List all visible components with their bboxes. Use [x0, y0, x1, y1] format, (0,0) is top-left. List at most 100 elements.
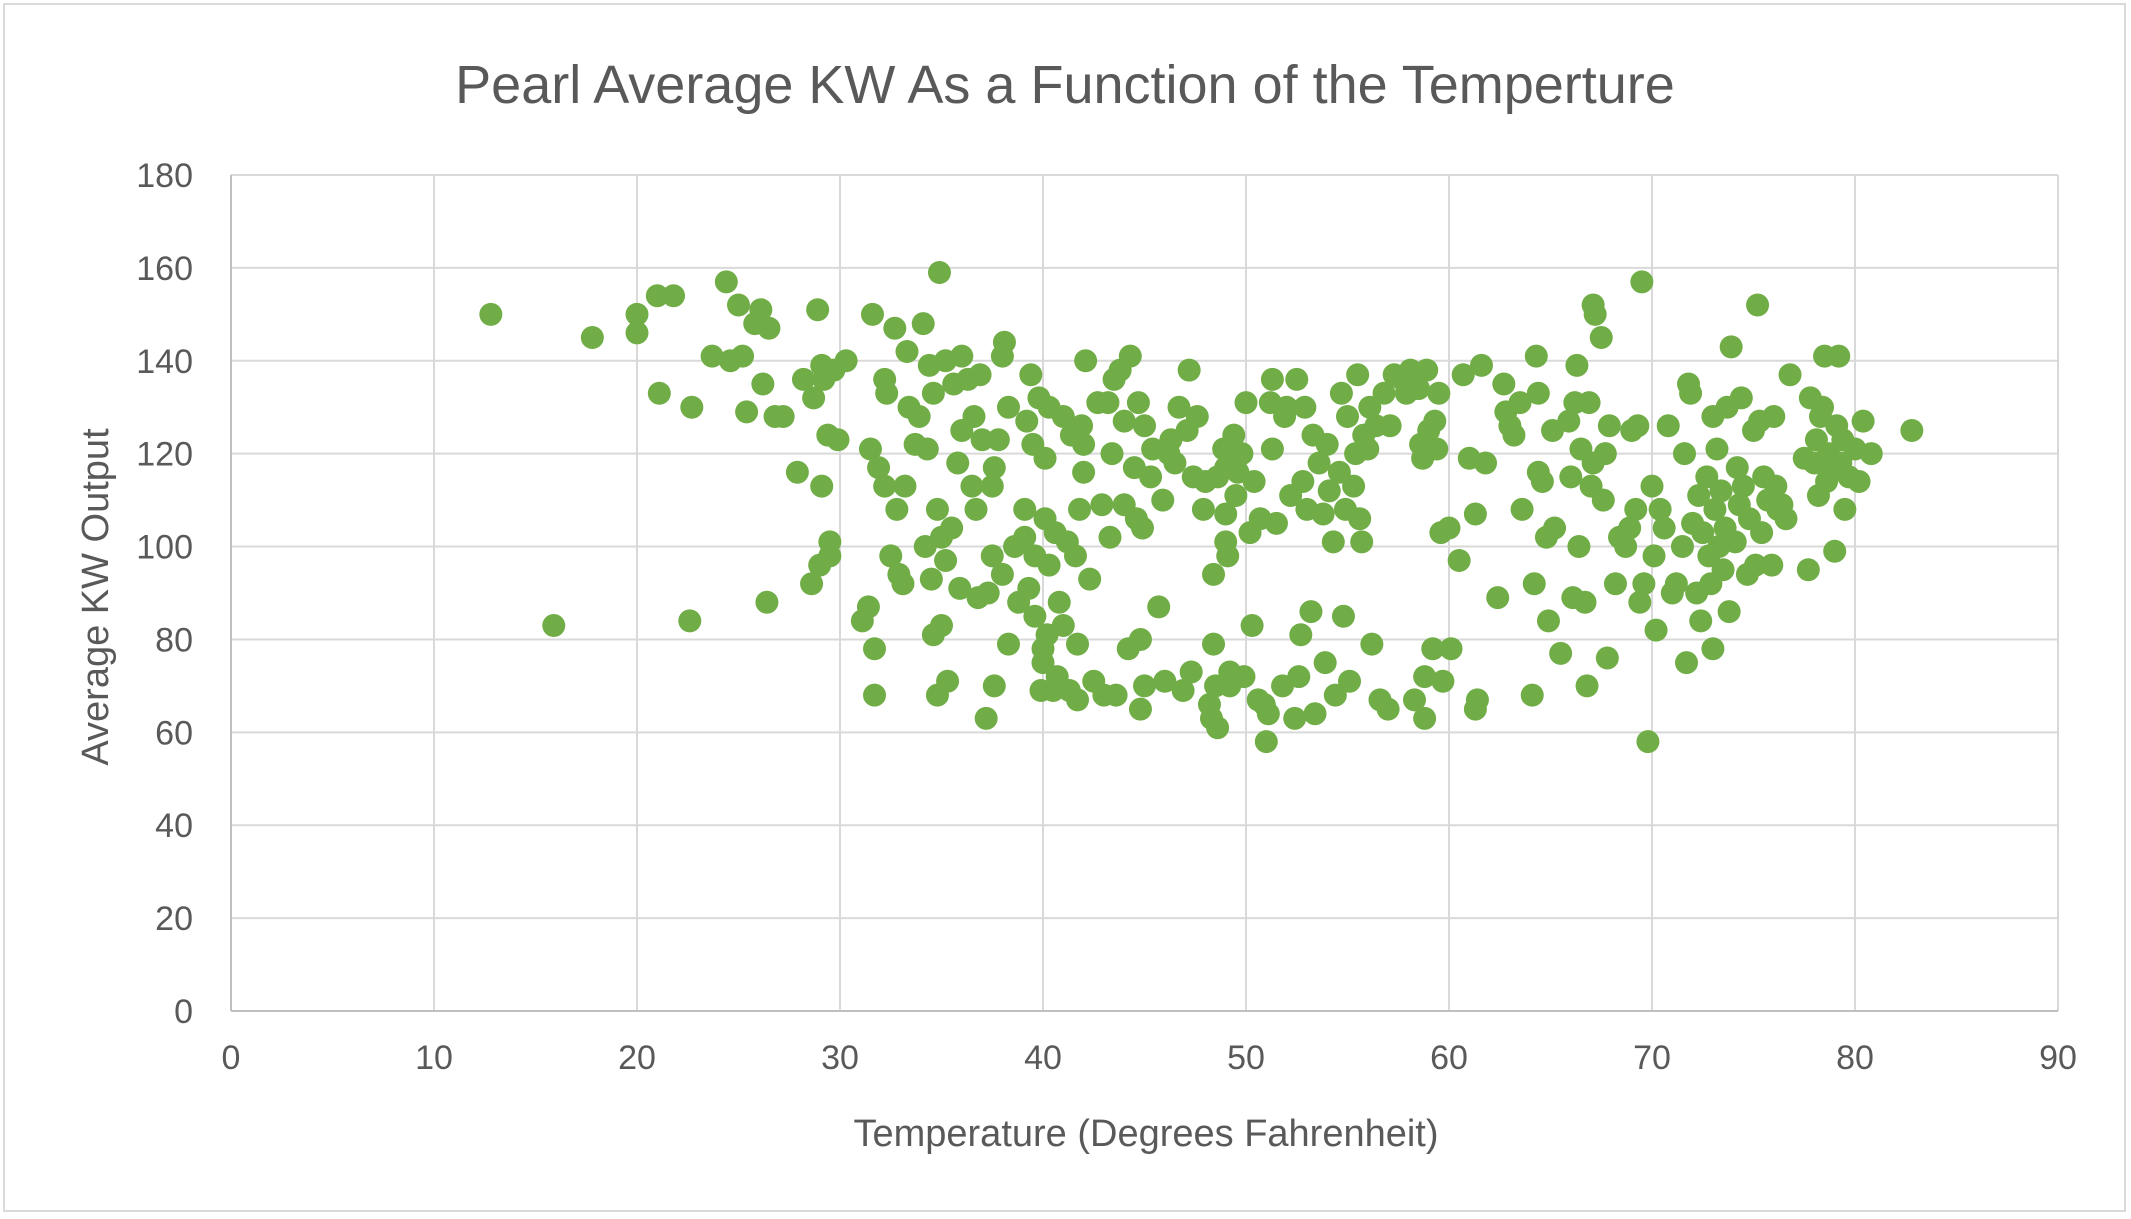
y-tick-label: 180: [136, 157, 193, 195]
data-point: [1595, 646, 1619, 670]
data-point: [1329, 381, 1353, 405]
data-point: [982, 674, 1006, 698]
data-point: [1066, 632, 1090, 656]
data-point: [1256, 702, 1280, 726]
data-point: [755, 590, 779, 614]
data-point: [893, 474, 917, 498]
data-point: [885, 497, 909, 521]
data-point: [968, 363, 992, 387]
data-point: [1900, 418, 1924, 442]
data-point: [1216, 544, 1240, 568]
data-point: [1695, 465, 1719, 489]
data-point: [974, 706, 998, 730]
data-point: [1112, 409, 1136, 433]
data-point: [1423, 409, 1447, 433]
x-tick-label: 30: [821, 1039, 859, 1077]
data-point: [1151, 488, 1175, 512]
data-point: [1778, 363, 1802, 387]
data-point: [1705, 437, 1729, 461]
y-tick-label: 160: [136, 250, 193, 288]
data-point: [1358, 395, 1382, 419]
chart-title: Pearl Average KW As a Function of the Te…: [455, 55, 1675, 115]
data-point: [1133, 674, 1156, 698]
data-point: [1543, 516, 1567, 540]
data-point: [771, 405, 795, 429]
data-point: [1725, 456, 1749, 480]
data-point: [1427, 381, 1451, 405]
data-point: [1859, 442, 1883, 466]
data-point: [1413, 665, 1437, 689]
data-point: [1013, 525, 1037, 549]
x-tick-label: 50: [1227, 1039, 1265, 1077]
data-point: [1557, 409, 1581, 433]
data-point: [1206, 716, 1230, 740]
data-point: [925, 497, 949, 521]
data-point: [1583, 302, 1607, 326]
data-point: [1565, 353, 1589, 377]
data-point: [625, 321, 649, 345]
data-point: [1717, 600, 1741, 624]
data-point: [1691, 521, 1715, 545]
x-tick-label: 60: [1430, 1039, 1468, 1077]
data-point: [930, 614, 953, 638]
data-point: [1451, 363, 1475, 387]
data-point: [907, 405, 931, 429]
data-point: [1346, 363, 1370, 387]
data-point: [1628, 590, 1652, 614]
data-point: [856, 595, 880, 619]
data-point: [1614, 535, 1638, 559]
data-point: [1104, 683, 1128, 707]
data-point: [1398, 358, 1422, 382]
data-point: [1287, 665, 1311, 689]
data-point: [1348, 507, 1372, 531]
data-point: [1415, 358, 1439, 382]
x-tick-label: 40: [1024, 1039, 1062, 1077]
data-point: [1291, 470, 1315, 494]
x-tick-label: 0: [222, 1039, 241, 1077]
data-point: [891, 572, 915, 596]
data-point: [1289, 623, 1313, 647]
chart-frame: Pearl Average KW As a Function of the Te…: [3, 3, 2126, 1212]
data-point: [727, 293, 750, 317]
data-point: [1618, 516, 1642, 540]
data-point: [1670, 535, 1694, 559]
data-point: [1378, 414, 1402, 438]
data-point: [1100, 442, 1124, 466]
data-point: [1171, 679, 1195, 703]
data-point: [1063, 544, 1087, 568]
x-axis-tick-labels: 0 10 20 30 40 50 60 70 80 90: [222, 1039, 2077, 1077]
data-point: [757, 316, 781, 340]
data-point: [948, 576, 972, 600]
data-point: [1130, 516, 1154, 540]
data-point: [1656, 414, 1680, 438]
data-point: [1191, 497, 1215, 521]
x-axis-title: Temperature (Degrees Fahrenheit): [853, 1113, 1438, 1155]
data-point: [1240, 614, 1264, 638]
data-point: [1642, 544, 1666, 568]
data-point: [1072, 460, 1096, 484]
data-point: [1421, 637, 1445, 661]
data-point: [1764, 474, 1788, 498]
data-point: [875, 381, 899, 405]
data-point: [1760, 553, 1784, 577]
data-point: [927, 261, 951, 285]
x-tick-label: 90: [2039, 1039, 2077, 1077]
data-point: [946, 451, 970, 475]
data-point: [1746, 293, 1770, 317]
data-point: [1774, 507, 1798, 531]
data-point: [1293, 395, 1317, 419]
data-point: [1214, 502, 1238, 526]
data-point: [921, 381, 945, 405]
data-point: [1624, 497, 1648, 521]
data-point: [1323, 683, 1347, 707]
data-point: [625, 302, 649, 326]
data-point: [911, 312, 935, 336]
data-point: [1331, 604, 1355, 628]
data-point: [1447, 548, 1471, 572]
data-point: [645, 284, 669, 308]
data-point: [1126, 391, 1150, 415]
data-point: [1474, 451, 1498, 475]
data-point: [1336, 405, 1359, 429]
data-point: [895, 339, 919, 363]
data-point: [1731, 474, 1755, 498]
